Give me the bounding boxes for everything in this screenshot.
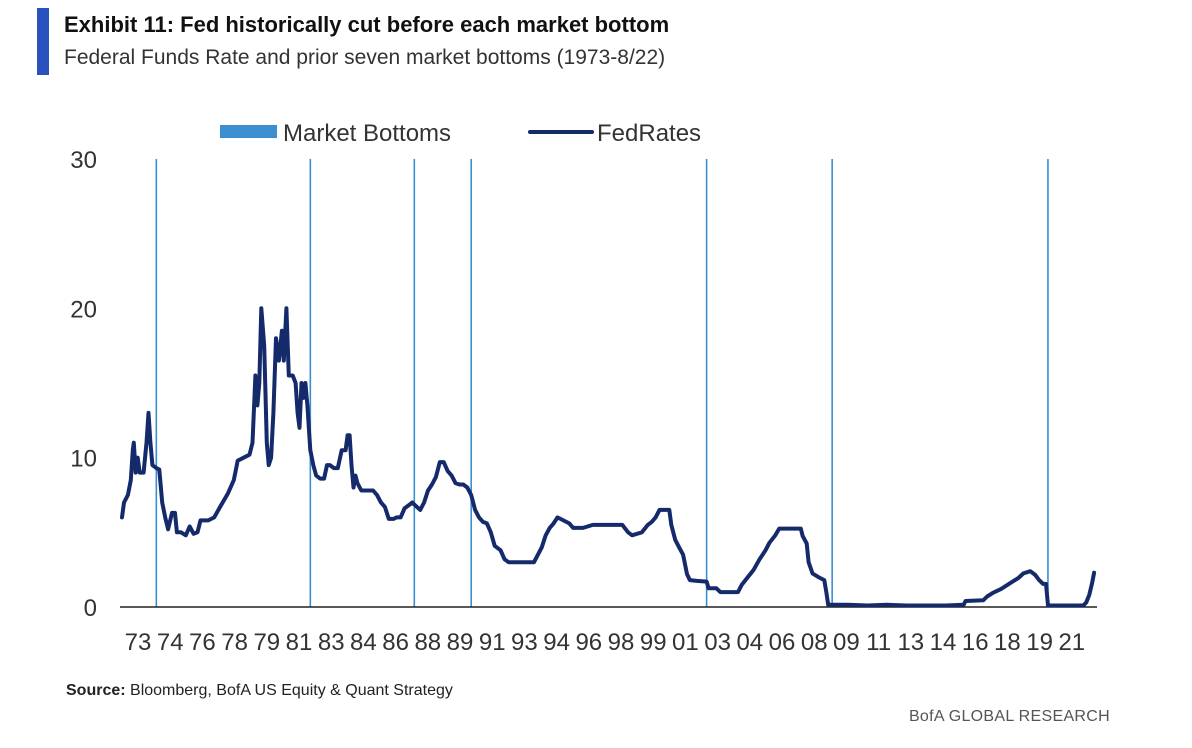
x-tick-label-10: 89 xyxy=(447,629,474,656)
legend: Market Bottoms FedRates xyxy=(220,120,701,147)
x-tick-label-29: 21 xyxy=(1058,629,1085,656)
x-tick-label-23: 11 xyxy=(866,629,891,656)
source-label: Source: xyxy=(66,682,126,699)
x-tick-label-22: 09 xyxy=(833,629,860,656)
x-axis: 73 74 76 78 79 81 83 84 86 88 89 91 93 94 96 98 99 01 03 04… xyxy=(125,629,1086,656)
x-tick-label-21: 08 xyxy=(801,629,828,656)
x-tick-label-13: 94 xyxy=(543,629,570,656)
y-tick-label-20: 20 xyxy=(70,296,97,323)
x-tick-label-18: 03 xyxy=(704,629,731,656)
x-tick-label-2: 76 xyxy=(189,629,216,656)
x-tick-label-7: 84 xyxy=(350,629,377,656)
x-tick-label-6: 83 xyxy=(318,629,345,656)
x-tick-label-24: 13 xyxy=(897,629,924,656)
fedrates-series-line xyxy=(120,306,1097,608)
x-tick-label-27: 18 xyxy=(994,629,1021,656)
y-axis: 0 10 20 30 xyxy=(70,147,97,622)
y-tick-label-10: 10 xyxy=(70,446,97,473)
y-tick-label-30: 30 xyxy=(70,147,97,174)
source-note: Source: Bloomberg, BofA US Equity & Quan… xyxy=(66,682,453,700)
chart-title: Exhibit 11: Fed historically cut before … xyxy=(64,12,670,37)
x-tick-label-15: 98 xyxy=(608,629,635,656)
x-tick-label-12: 93 xyxy=(511,629,538,656)
legend-label-fedrates: FedRates xyxy=(597,120,701,147)
x-tick-label-3: 78 xyxy=(221,629,248,656)
x-tick-label-28: 19 xyxy=(1026,629,1053,656)
x-tick-label-11: 91 xyxy=(479,629,506,656)
title-accent-bar xyxy=(37,8,49,75)
brand-footer: BofA GLOBAL RESEARCH xyxy=(908,708,1110,725)
x-tick-label-9: 88 xyxy=(414,629,441,656)
x-tick-label-20: 06 xyxy=(769,629,796,656)
y-tick-label-0: 0 xyxy=(84,595,97,622)
source-text: Bloomberg, BofA US Equity & Quant Strate… xyxy=(130,682,453,699)
x-tick-label-19: 04 xyxy=(736,629,763,656)
x-tick-label-25: 14 xyxy=(930,629,957,656)
legend-swatch-market-bottoms xyxy=(220,125,277,138)
x-tick-label-14: 96 xyxy=(575,629,602,656)
chart-subtitle: Federal Funds Rate and prior seven marke… xyxy=(64,46,666,69)
x-tick-label-8: 86 xyxy=(382,629,409,656)
x-tick-label-26: 16 xyxy=(962,629,989,656)
x-tick-label-16: 99 xyxy=(640,629,667,656)
x-tick-label-1: 74 xyxy=(157,629,184,656)
x-tick-label-0: 73 xyxy=(125,629,152,656)
market-bottom-lines xyxy=(155,159,1049,607)
legend-label-market-bottoms: Market Bottoms xyxy=(283,120,451,147)
x-tick-label-17: 01 xyxy=(672,629,699,656)
x-tick-label-4: 79 xyxy=(253,629,280,656)
x-tick-label-5: 81 xyxy=(286,629,313,656)
